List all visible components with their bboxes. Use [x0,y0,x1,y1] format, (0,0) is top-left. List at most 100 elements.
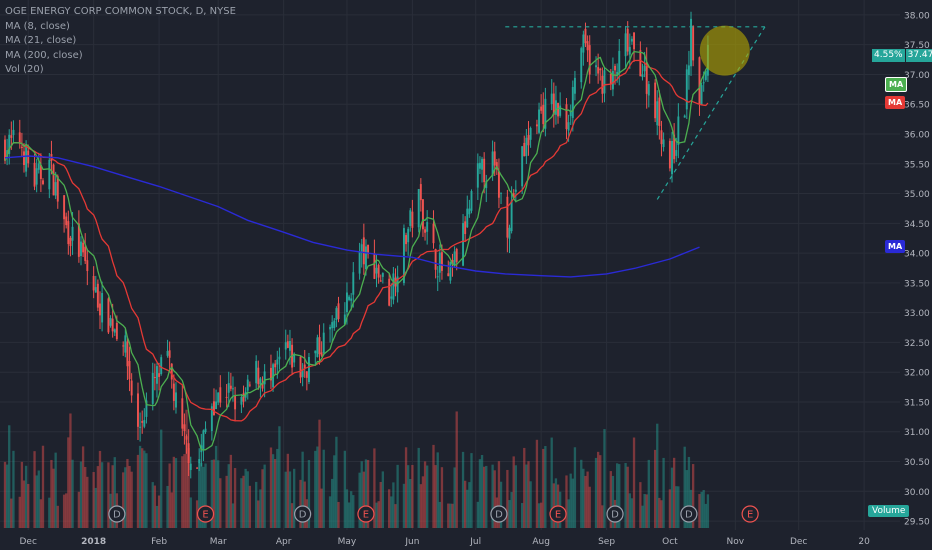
candle-body [276,359,279,365]
volume-bar [246,471,249,528]
event-marker-label: D [299,510,307,521]
volume-bar [316,446,319,528]
candle-body [80,241,82,256]
candle-body [96,283,99,308]
candle-body [213,401,215,416]
candle-body [198,459,201,464]
candle-body [35,168,38,185]
x-tick-label: 2018 [81,537,106,547]
y-tick-label: 37.50 [904,41,930,51]
candle-body [293,353,296,363]
candle-body [565,104,568,130]
candle-body [702,82,705,84]
candle-body [675,150,678,156]
volume-bar [377,501,380,528]
candle-body [329,326,332,330]
candle-body [485,181,488,189]
moving-averages [4,50,709,451]
candle-body [535,124,538,127]
volume-bar [65,493,68,528]
candle-body [432,223,435,244]
candle-body [25,145,28,172]
y-tick-label: 38.00 [904,11,930,21]
volume-bar [52,468,55,528]
candle-body [700,85,703,106]
volume-bar [366,460,370,528]
candle-body [377,264,380,278]
volume-bar [493,470,496,528]
y-tick-label: 35.50 [904,160,930,170]
volume-bar [588,486,591,528]
candle-body [550,93,553,104]
y-tick-label: 32.50 [904,339,930,349]
candle-body [111,318,114,332]
event-marker-label: E [202,510,208,521]
volume-bar [343,450,347,528]
candle-body [628,46,631,55]
volume-bar [331,478,334,528]
volume-bar [301,451,304,528]
candle-body [128,360,131,380]
volume-bar [478,459,482,528]
candle-body [333,320,336,329]
candle-body [259,378,262,385]
volume-bar [290,503,294,528]
volume-bar [62,494,66,528]
candle-body [232,388,234,390]
volume-bar [128,465,131,528]
volume-bar [672,457,676,528]
y-tick-label: 35.00 [904,190,930,200]
candle-body [388,278,391,306]
volume-bar [33,451,36,528]
earnings-marker [549,505,567,523]
volume-bar [98,450,102,528]
volume-bar [482,466,486,528]
candle-body [381,273,384,277]
volume-bar [322,449,325,528]
candle-body [411,211,414,228]
event-marker-label: D [495,510,503,521]
volume-bar [187,448,190,528]
candle-body [284,342,287,350]
candle-body [582,34,585,53]
candle-body [419,184,422,201]
volume-bar [172,456,176,528]
x-tick-label: Oct [662,537,678,547]
volume-bar [198,463,201,528]
candle-body [126,341,129,367]
candle-body [289,340,291,351]
volume-bar [122,472,125,528]
candle-body [434,249,437,270]
candle-body [483,158,486,183]
volume-bar [434,465,437,528]
volume-bar [204,463,207,528]
candle-body [124,335,127,353]
candle-body [170,363,173,380]
volume-bar [404,447,408,528]
volume-bar [552,483,555,528]
candle-body [343,314,346,325]
volume-bar [523,447,526,528]
volume-bar [81,446,85,528]
volume-bar [702,490,705,528]
volume-bar [582,468,585,528]
volume-bar [438,501,441,528]
earnings-marker [196,505,215,523]
candle-body [109,318,112,326]
candle-body [455,249,458,262]
x-tick-label: Dec [790,537,807,547]
volume-bar [113,457,116,528]
volume-bar [628,493,631,528]
volume-bar [233,468,237,528]
candle-body [462,223,465,266]
volume-bar [449,503,452,528]
candle-body [690,18,692,67]
y-tick-label: 30.00 [904,488,930,498]
event-marker-label: D [113,510,121,521]
volume-bar [271,454,275,528]
volume-bar [126,458,129,528]
volume-bar [675,486,678,528]
candle-body [364,246,367,270]
